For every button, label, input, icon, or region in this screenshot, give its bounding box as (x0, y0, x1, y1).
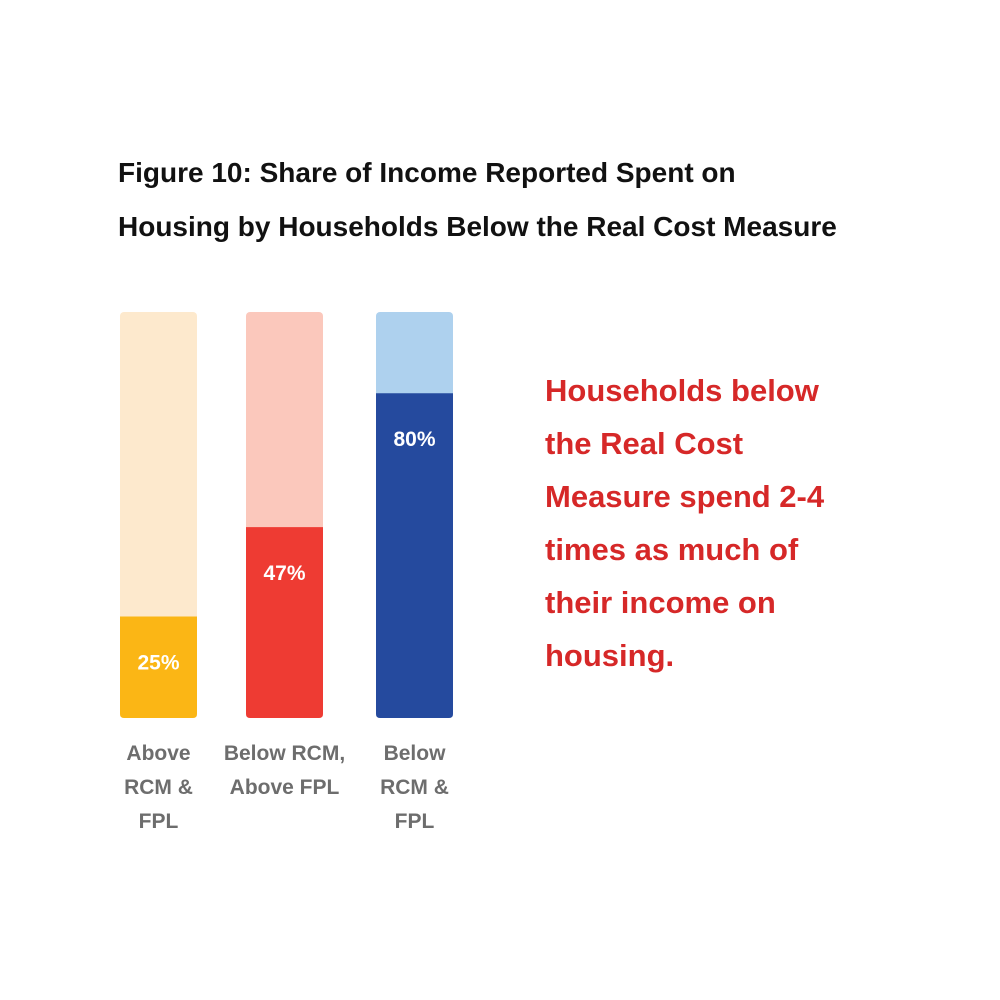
bar-value-label-3: 80% (393, 428, 435, 451)
category-label-2: Below RCM, Above FPL (220, 737, 350, 805)
bar-3 (376, 393, 453, 718)
callout-line-2: the Real Cost (545, 426, 744, 461)
chart-title-line-1: Figure 10: Share of Income Reported Spen… (118, 157, 736, 188)
category-label-2-line-2: Above FPL (229, 776, 340, 799)
category-label-3: Below RCM & FPL (350, 737, 480, 839)
category-label-1: Above RCM & FPL (94, 737, 224, 839)
bar-2 (246, 527, 323, 718)
callout-line-4: times as much of (545, 532, 799, 567)
callout-line-1: Households below (545, 373, 819, 408)
callout-text: Households below the Real Cost Measure s… (545, 364, 875, 682)
callout-line-5: their income on (545, 585, 776, 620)
category-label-1-line-3: FPL (138, 810, 179, 833)
chart-title-line-2: Housing by Households Below the Real Cos… (118, 211, 837, 242)
chart-title: Figure 10: Share of Income Reported Spen… (118, 146, 918, 254)
category-label-2-line-1: Below RCM, (223, 742, 346, 765)
category-label-1-line-2: RCM & (124, 776, 193, 799)
bar-value-label-1: 25% (137, 652, 179, 675)
category-label-1-line-1: Above (126, 742, 191, 765)
callout-line-6: housing. (545, 638, 675, 673)
bar-1 (120, 616, 197, 718)
category-label-3-line-1: Below (383, 742, 446, 765)
category-label-3-line-2: RCM & (380, 776, 449, 799)
bar-value-label-2: 47% (263, 562, 305, 585)
category-label-3-line-3: FPL (394, 810, 435, 833)
callout-line-3: Measure spend 2-4 (545, 479, 825, 514)
